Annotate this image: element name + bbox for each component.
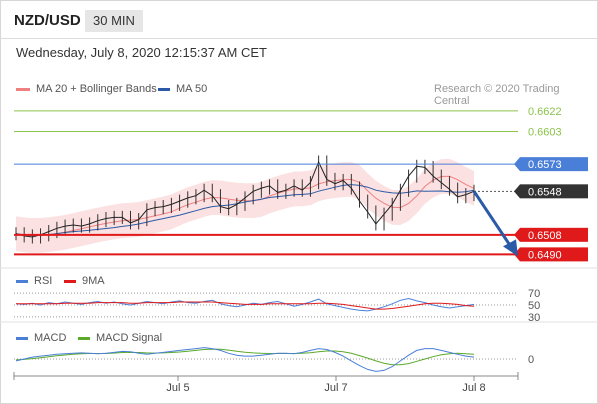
rsi-tick-label: 50	[528, 300, 540, 312]
level-label: 0.6622	[528, 106, 562, 118]
level-tag-arrow	[514, 227, 520, 242]
level-tag-pivot	[520, 157, 588, 172]
forecast-arrow-shaft	[472, 190, 514, 250]
level-tag-support	[520, 227, 588, 242]
ma50-label: MA 50	[176, 83, 208, 95]
rsi-ma-line	[16, 301, 475, 310]
ma50-swatch	[158, 87, 170, 91]
rsi-swatch	[16, 279, 28, 283]
rsi-line	[15, 297, 475, 312]
level-tag-last	[520, 184, 588, 199]
header-divider	[0, 38, 598, 39]
rsi-label: RSI	[34, 275, 53, 287]
rsi-tick-label: 30	[528, 312, 540, 324]
macd-line	[15, 347, 475, 372]
level-tag-support	[520, 247, 588, 262]
chart-datetime: Wednesday, July 8, 2020 12:15:37 AM CET	[16, 45, 267, 60]
x-tick-label: Jul 5	[166, 382, 189, 394]
level-label: 0.6548	[528, 186, 562, 198]
legend-ma50: MA 50	[158, 83, 207, 95]
chart-header: NZD/USD 30 MIN	[0, 0, 598, 40]
rsi-ma-label: 9MA	[82, 275, 105, 287]
level-label: 0.6603	[528, 127, 562, 139]
rsi-tick-label: 70	[528, 288, 540, 300]
ma20-swatch	[16, 87, 30, 91]
macd-tick-label: 0	[528, 354, 534, 366]
x-tick-label: Jul 8	[462, 382, 485, 394]
level-tag-arrow	[514, 157, 520, 172]
x-tick-label: Jul 7	[324, 382, 347, 394]
macd-swatch	[16, 336, 28, 340]
level-label: 0.6573	[528, 159, 562, 171]
forecast-arrow-head	[503, 239, 518, 257]
legend-rsi-ma: 9MA	[64, 275, 105, 287]
ma20-label: MA 20 + Bollinger Bands	[36, 83, 157, 95]
price-line	[15, 160, 475, 238]
research-credit: Research © 2020 Trading Central	[434, 83, 560, 107]
level-label: 0.6490	[528, 249, 562, 261]
rsi-ma-swatch	[64, 279, 76, 283]
currency-pair: NZD/USD	[14, 12, 81, 29]
macd-label: MACD	[34, 332, 67, 344]
legend-macd-signal: MACD Signal	[78, 332, 162, 344]
level-label: 0.6508	[528, 230, 562, 242]
timeframe-button[interactable]: 30 MIN	[85, 10, 143, 32]
macd-signal-label: MACD Signal	[96, 332, 163, 344]
legend-macd: MACD	[16, 332, 66, 344]
legend-ma20-bb: MA 20 + Bollinger Bands	[16, 83, 157, 95]
macd-signal-swatch	[78, 336, 90, 340]
legend-rsi: RSI	[16, 275, 52, 287]
level-tag-arrow	[514, 184, 520, 199]
